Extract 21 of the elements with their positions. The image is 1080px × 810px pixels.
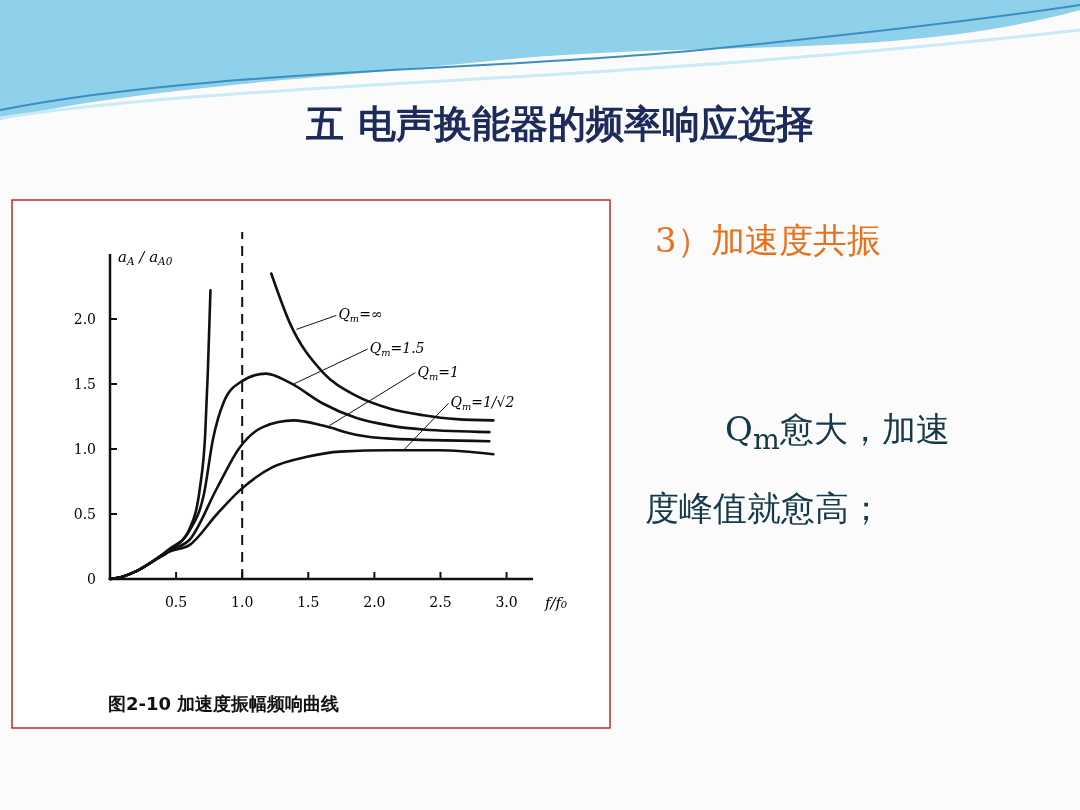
x-tick-label: 0.5	[164, 594, 188, 610]
annotation: Q$_{m}$=1/√2	[450, 394, 515, 412]
y-tick-label: 1.0	[73, 440, 96, 457]
x-tick-label: 3.0	[495, 594, 518, 610]
x-tick-label: 1.0	[231, 594, 254, 610]
y-tick-label: 0	[87, 570, 96, 587]
y-tick-label: 1.5	[73, 375, 96, 392]
y-tick-label: 0.5	[73, 505, 96, 522]
annotation: Q$_{m}$=1.5	[369, 340, 425, 358]
x-tick-label: 2.0	[363, 594, 386, 610]
x-tick-label: 2.5	[429, 594, 452, 610]
text: 3）加速度共振	[655, 220, 881, 260]
annotation: Q$_{m}$=1	[417, 363, 459, 382]
chart-title: 五 电声换能器的频率响应选择	[306, 101, 814, 146]
y-axis-title: a$_{A}$ / a$_{A0}$	[118, 248, 173, 267]
annotation: Q$_{m}$=∞	[338, 306, 383, 324]
y-tick-label: 2.0	[73, 310, 96, 327]
x-tick-label: 1.5	[297, 594, 320, 610]
text: Q$_{m}$愈大，加速度峰值就愈高；	[645, 408, 951, 530]
x-axis-title: f/f₀	[543, 594, 568, 612]
caption: 图2-10 加速度振幅频响曲线	[108, 693, 340, 714]
